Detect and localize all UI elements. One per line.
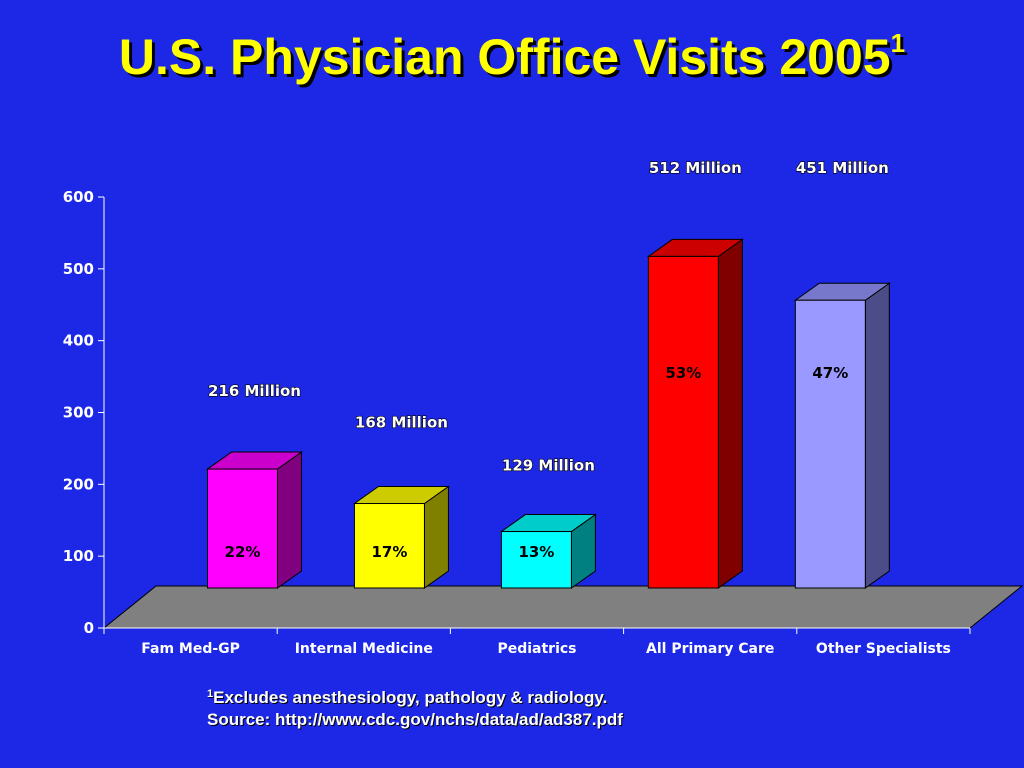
bar-side <box>717 238 743 589</box>
bar-percent-label: 17% <box>371 543 407 561</box>
x-category-label: Pediatrics <box>497 641 576 657</box>
chart-floor <box>102 585 1024 629</box>
chart-title-text: U.S. Physician Office Visits 2005 <box>118 29 891 85</box>
y-tick-label: 0 <box>84 619 94 637</box>
bar-percent-label: 22% <box>225 543 261 561</box>
bar <box>500 531 572 589</box>
bar <box>206 468 278 589</box>
bar-value-label: 512 Million <box>649 159 742 177</box>
bar-value-label: 168 Million <box>355 414 448 432</box>
bar-chart: 0 100 200 300 400 500 600 22% 216 Million Fam Med… <box>63 158 1024 657</box>
y-tick-label: 200 <box>63 475 94 493</box>
y-tick-label: 100 <box>63 547 94 565</box>
footnote-source: Source: http://www.cdc.gov/nchs/data/ad/… <box>207 710 623 729</box>
y-tick-label: 400 <box>63 332 94 350</box>
bar-percent-label: 13% <box>518 543 554 561</box>
bar <box>794 299 866 589</box>
bar-side <box>423 485 449 589</box>
bar <box>353 503 425 589</box>
title-footnote-marker: 1 <box>890 28 906 58</box>
bar-percent-label: 47% <box>812 364 848 382</box>
chart-footnote: 1Excludes anesthesiology, pathology & ra… <box>207 683 623 731</box>
x-category-label: All Primary Care <box>646 641 774 657</box>
bar-value-label: 451 Million <box>796 159 889 177</box>
y-tick-label: 300 <box>63 404 94 422</box>
bar-side <box>276 451 302 589</box>
chart-title: U.S. Physician Office Visits 20051 <box>0 28 1024 86</box>
y-tick-label: 600 <box>63 188 94 206</box>
x-category-label: Fam Med-GP <box>141 641 240 657</box>
bar <box>647 255 719 589</box>
x-category-label: Internal Medicine <box>295 641 433 657</box>
bar-value-label: 129 Million <box>502 457 595 475</box>
footnote-marker: 1 <box>207 688 214 700</box>
x-category-label: Other Specialists <box>816 641 951 657</box>
bar-percent-label: 53% <box>665 364 701 382</box>
footnote-exclusions-text: Excludes anesthesiology, pathology & rad… <box>213 688 608 707</box>
y-tick-label: 500 <box>63 260 94 278</box>
bar-value-label: 216 Million <box>208 382 301 400</box>
footnote-line-exclusions: 1Excludes anesthesiology, pathology & ra… <box>207 683 623 709</box>
bar-side <box>864 282 890 589</box>
